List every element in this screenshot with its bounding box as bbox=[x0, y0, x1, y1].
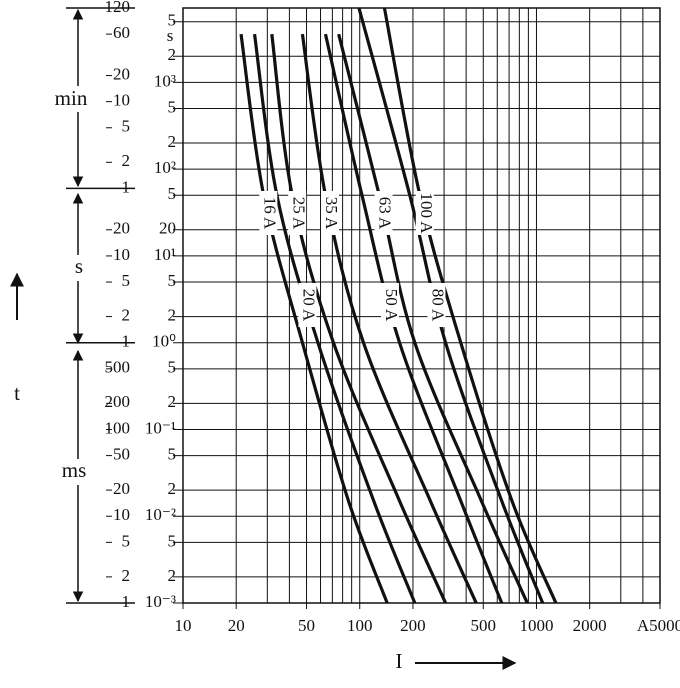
x-tick-label: 200 bbox=[400, 616, 426, 635]
y2-tick-label: 10⁰ bbox=[152, 332, 176, 351]
y-tick-label: 2 bbox=[122, 566, 131, 585]
label-bg bbox=[288, 191, 307, 235]
y2-tick-label: 5 bbox=[168, 184, 177, 203]
y-tick-label: 1 bbox=[122, 332, 131, 351]
y-tick-label: 50 bbox=[113, 444, 130, 463]
label-bg bbox=[298, 283, 317, 327]
label-bg bbox=[374, 191, 393, 235]
fuse-curve bbox=[239, 33, 389, 604]
curve-label: 35 A bbox=[322, 197, 341, 230]
y-tick-label: 20 bbox=[113, 64, 130, 83]
label-bg bbox=[380, 283, 399, 327]
fuse-curve bbox=[337, 33, 529, 604]
fuse-curve bbox=[357, 7, 545, 604]
x-tick-label: 10 bbox=[175, 616, 192, 635]
y-tick-label: 20 bbox=[113, 219, 130, 238]
label-bg bbox=[415, 191, 434, 235]
curve-label: 50 A bbox=[382, 289, 401, 322]
y2-tick-label: 2 bbox=[168, 305, 177, 324]
y2-tick-label: 10⁻¹ bbox=[145, 418, 176, 437]
curve-label: 63 A bbox=[376, 197, 395, 230]
fuse-curve bbox=[382, 7, 558, 604]
label-bg bbox=[427, 283, 446, 327]
fuse-curve bbox=[252, 33, 417, 604]
y-tick-label: 10 bbox=[113, 505, 130, 524]
y-tick-label: 10 bbox=[113, 245, 130, 264]
y-tick-label: 120 bbox=[105, 0, 131, 16]
y2-tick-label: 10⁻² bbox=[145, 505, 176, 524]
y2-tick-label: 5 bbox=[168, 271, 177, 290]
plot-frame bbox=[182, 7, 661, 604]
curve-label: 100 A bbox=[417, 192, 436, 234]
y2-tick-label: 10¹ bbox=[154, 245, 176, 264]
y-tick-label: 5 bbox=[122, 117, 131, 136]
x-axis-title: I bbox=[396, 649, 403, 673]
unit-label: min bbox=[55, 86, 88, 110]
y-axis-title: t bbox=[14, 381, 20, 405]
unit-label: s bbox=[75, 254, 83, 278]
labels: 16 A 20 A 25 A 35 A 50 A 63 A 80 A 100 A bbox=[259, 191, 448, 327]
y-tick-label: 200 bbox=[105, 392, 131, 411]
unit-label: ms bbox=[62, 458, 87, 482]
y2-tick-label: 2 bbox=[168, 45, 177, 64]
x-tick-label: 20 bbox=[228, 616, 245, 635]
y-tick-label: 1 bbox=[122, 177, 131, 196]
y2-tick-label: 10³ bbox=[154, 71, 176, 90]
y2-tick-label: 10² bbox=[154, 158, 176, 177]
y-tick-label: 2 bbox=[122, 305, 131, 324]
y2-tick-label: 2 bbox=[168, 479, 177, 498]
fuse-curve bbox=[300, 33, 478, 604]
y-tick-label: 5 bbox=[122, 271, 131, 290]
unit-bg bbox=[54, 459, 94, 485]
grid: 10 20 50 100 200 500 1000 2000 A5000 5 2 10³ 5 2 10² 5 2… bbox=[66, 0, 680, 635]
y2-tick-label: 2 bbox=[168, 392, 177, 411]
curve-label: 25 A bbox=[289, 197, 308, 230]
fuse-curve bbox=[270, 33, 448, 604]
fuse-curve bbox=[323, 33, 504, 604]
y-tick-label: 10 bbox=[113, 91, 130, 110]
y2-tick-label: 10⁻³ bbox=[145, 592, 176, 611]
y2-tick-label: 5 bbox=[168, 97, 177, 116]
y2-tick-label: 2 bbox=[168, 566, 177, 585]
curve-label: 16 A bbox=[260, 197, 279, 230]
y2-tick-label: 2 bbox=[168, 132, 177, 151]
y2-tick-label: 20 bbox=[159, 219, 176, 238]
y-tick-label: 500 bbox=[105, 358, 131, 377]
x-tick-label: 100 bbox=[347, 616, 373, 635]
curve-label: 20 A bbox=[300, 289, 319, 322]
x-tick-label: 50 bbox=[298, 616, 315, 635]
y-tick-label: 100 bbox=[105, 418, 131, 437]
x-tick-label: 1000 bbox=[519, 616, 553, 635]
y-tick-label: 1 bbox=[122, 592, 131, 611]
label-bg bbox=[259, 191, 278, 235]
curve-label: 80 A bbox=[429, 289, 448, 322]
x-tick-label: A5000 bbox=[637, 616, 680, 635]
unit-bg bbox=[50, 86, 92, 112]
y2-tick-label: 5 bbox=[168, 531, 177, 550]
y-tick-label: 2 bbox=[122, 151, 131, 170]
y-tick-label: 60 bbox=[113, 23, 130, 42]
y2-tick-label: 5 bbox=[168, 358, 177, 377]
y-tick-label: 5 bbox=[122, 531, 131, 550]
y2-unit: s bbox=[167, 26, 174, 45]
curves bbox=[239, 7, 558, 604]
x-tick-label: 500 bbox=[471, 616, 497, 635]
label-bg bbox=[321, 191, 340, 235]
y-tick-label: 20 bbox=[113, 479, 130, 498]
x-tick-label: 2000 bbox=[573, 616, 607, 635]
y2-tick-label: 5 bbox=[168, 11, 177, 30]
y2-tick-label: 5 bbox=[168, 444, 177, 463]
unit-bg bbox=[66, 255, 92, 281]
